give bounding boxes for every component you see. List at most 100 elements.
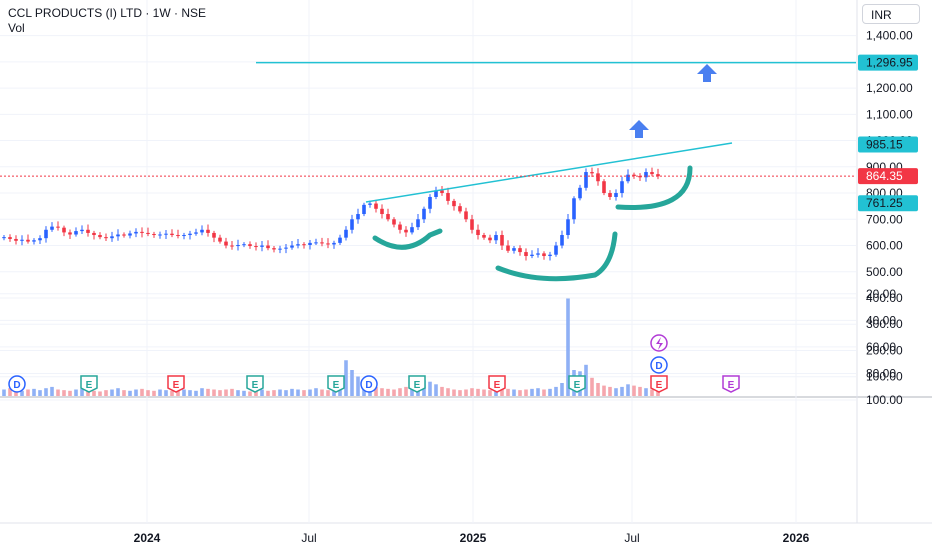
volume-bar bbox=[536, 388, 540, 396]
candle bbox=[500, 235, 504, 246]
candle bbox=[164, 233, 168, 235]
candle bbox=[392, 219, 396, 225]
earnings-icon bbox=[167, 375, 185, 393]
candle bbox=[632, 174, 636, 176]
candle bbox=[362, 204, 366, 215]
symbol-title: CCL PRODUCTS (I) LTD · 1W · NSE bbox=[8, 6, 207, 20]
price-tag bbox=[858, 168, 918, 185]
dividend-icon bbox=[650, 356, 668, 374]
volume-bar bbox=[398, 388, 402, 396]
candle bbox=[236, 244, 240, 247]
lower-tick-label: 60.00 bbox=[866, 340, 896, 354]
candle bbox=[170, 233, 174, 236]
volume-bar bbox=[494, 389, 498, 396]
volume-bar bbox=[98, 391, 102, 396]
candle bbox=[374, 203, 378, 209]
candle bbox=[650, 172, 654, 175]
candle bbox=[26, 239, 30, 242]
candle bbox=[614, 193, 618, 197]
candle bbox=[578, 187, 582, 199]
candle bbox=[122, 234, 126, 236]
candle bbox=[116, 234, 120, 237]
volume-bar bbox=[434, 384, 438, 396]
volume-bar bbox=[614, 388, 618, 396]
time-tick-label: 2026 bbox=[783, 531, 810, 545]
currency-selector[interactable]: INR bbox=[862, 4, 920, 24]
volume-bar bbox=[140, 388, 144, 396]
candle bbox=[224, 241, 228, 246]
candle bbox=[602, 181, 606, 194]
volume-bar bbox=[410, 385, 414, 396]
cup-curve bbox=[495, 231, 618, 282]
volume-bar bbox=[230, 388, 234, 396]
price-tag-label: 985.15 bbox=[866, 137, 903, 151]
candle bbox=[194, 232, 198, 234]
candle bbox=[266, 245, 270, 249]
candle bbox=[32, 240, 36, 242]
volume-bar bbox=[86, 390, 90, 396]
volume-bar bbox=[380, 388, 384, 396]
volume-bar bbox=[302, 390, 306, 396]
candle bbox=[128, 233, 132, 236]
grid bbox=[0, 0, 932, 524]
candle bbox=[110, 236, 114, 239]
volume-bar bbox=[386, 388, 390, 396]
candle bbox=[68, 232, 72, 235]
small-cup-curve bbox=[372, 228, 443, 250]
candle bbox=[506, 245, 510, 251]
volume-bar bbox=[590, 377, 594, 396]
volume-bar bbox=[608, 386, 612, 396]
candle bbox=[302, 244, 306, 246]
event-letter: E bbox=[728, 380, 735, 391]
candle bbox=[464, 211, 468, 220]
candle bbox=[596, 173, 600, 182]
volume-bar bbox=[200, 388, 204, 396]
volume-bar bbox=[212, 389, 216, 396]
earnings-icon bbox=[327, 375, 345, 393]
volume-bar bbox=[194, 390, 198, 396]
volume-bar bbox=[566, 298, 570, 396]
volume-bar bbox=[392, 389, 396, 396]
resistance-trendline bbox=[365, 142, 733, 203]
volume-bar bbox=[56, 389, 60, 396]
candle bbox=[482, 235, 486, 238]
candle bbox=[200, 229, 204, 233]
candle bbox=[332, 242, 336, 245]
candle bbox=[290, 245, 294, 248]
volume-bar bbox=[638, 386, 642, 396]
event-letter: D bbox=[655, 361, 662, 372]
candle bbox=[446, 193, 450, 201]
volume-bar bbox=[326, 390, 330, 396]
event-letter: E bbox=[333, 380, 340, 391]
price-tag-label: 761.25 bbox=[866, 196, 903, 210]
volume-bar bbox=[146, 390, 150, 396]
lower-tick-label: 100.00 bbox=[866, 393, 903, 407]
candle bbox=[92, 232, 96, 236]
volume-bar bbox=[38, 390, 42, 396]
candle bbox=[434, 190, 438, 197]
volume-bar bbox=[20, 390, 24, 396]
candle bbox=[626, 174, 630, 182]
event-letter: E bbox=[86, 380, 93, 391]
candle bbox=[320, 242, 324, 244]
volume-bar bbox=[374, 386, 378, 396]
candle bbox=[512, 248, 516, 251]
volume-bar bbox=[290, 388, 294, 396]
candle bbox=[14, 238, 18, 241]
volume-bar bbox=[500, 388, 504, 396]
candle bbox=[410, 227, 414, 233]
volume-bar bbox=[548, 388, 552, 396]
candle bbox=[554, 245, 558, 255]
volume-bar bbox=[182, 389, 186, 396]
volume-bar bbox=[356, 376, 360, 396]
candle bbox=[368, 203, 372, 205]
volume-bar bbox=[584, 364, 588, 396]
event-letter: E bbox=[173, 380, 180, 391]
volume-bar bbox=[164, 390, 168, 396]
volume-bar bbox=[50, 386, 54, 396]
event-letter: D bbox=[13, 380, 20, 391]
candle bbox=[416, 219, 420, 228]
candle bbox=[356, 214, 360, 220]
volume-bar bbox=[596, 383, 600, 396]
